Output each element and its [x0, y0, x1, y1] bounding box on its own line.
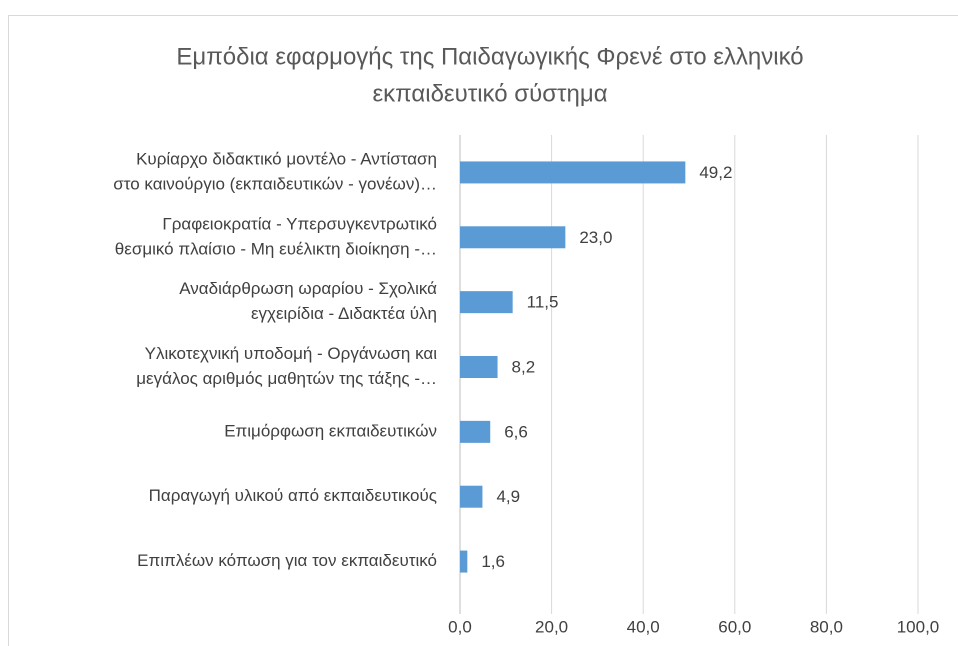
y-tick-label: Υλικοτεχνική υποδομή - Οργάνωση και — [145, 344, 438, 363]
bar — [460, 291, 513, 314]
bar — [460, 356, 498, 378]
y-tick-label: Επιμόρφωση εκπαιδευτικών — [224, 421, 437, 440]
data-label: 23,0 — [579, 228, 612, 247]
y-tick-label: εγχειρίδια - Διδακτέα ύλη — [251, 304, 437, 323]
chart-title: Εμπόδια εφαρμογής της Παιδαγωγικής Φρενέ… — [176, 43, 803, 70]
y-tick-label: Κυρίαρχο διδακτικό μοντέλο - Αντίσταση — [136, 149, 437, 168]
chart-border — [8, 15, 958, 646]
x-tick-label: 20,0 — [535, 617, 568, 636]
data-label: 11,5 — [527, 293, 559, 312]
y-tick-label: Αναδιάρθρωση ωραρίου - Σχολικά — [179, 279, 437, 298]
bar — [460, 226, 566, 249]
x-tick-label: 60,0 — [718, 617, 751, 636]
bar — [460, 161, 686, 184]
x-tick-label: 100,0 — [897, 617, 940, 636]
bar — [460, 420, 491, 443]
bar — [460, 550, 468, 573]
chart-title: εκπαιδευτικό σύστημα — [372, 80, 607, 107]
y-tick-label: θεσμικό πλαίσιο - Μη ευέλικτη διοίκηση -… — [115, 239, 437, 258]
y-tick-label: στο καινούργιο (εκπαιδευτικών - γονέων)… — [113, 174, 437, 193]
data-label: 6,6 — [504, 422, 528, 441]
x-tick-label: 0,0 — [448, 617, 472, 636]
y-tick-label: μεγάλος αριθμός μαθητών της τάξης -… — [136, 369, 437, 388]
data-label: 1,6 — [481, 552, 505, 571]
x-tick-label: 40,0 — [627, 617, 660, 636]
data-label: 49,2 — [699, 163, 732, 182]
bar — [460, 485, 483, 508]
data-label: 8,2 — [512, 357, 536, 376]
data-label: 4,9 — [496, 487, 520, 506]
y-tick-label: Επιπλέων κόπωση για τον εκπαιδευτικό — [137, 551, 437, 570]
y-tick-label: Παραγωγή υλικού από εκπαιδευτικούς — [149, 486, 437, 505]
x-tick-label: 80,0 — [810, 617, 843, 636]
y-tick-label: Γραφειοκρατία - Υπερσυγκεντρωτικό — [162, 214, 437, 233]
